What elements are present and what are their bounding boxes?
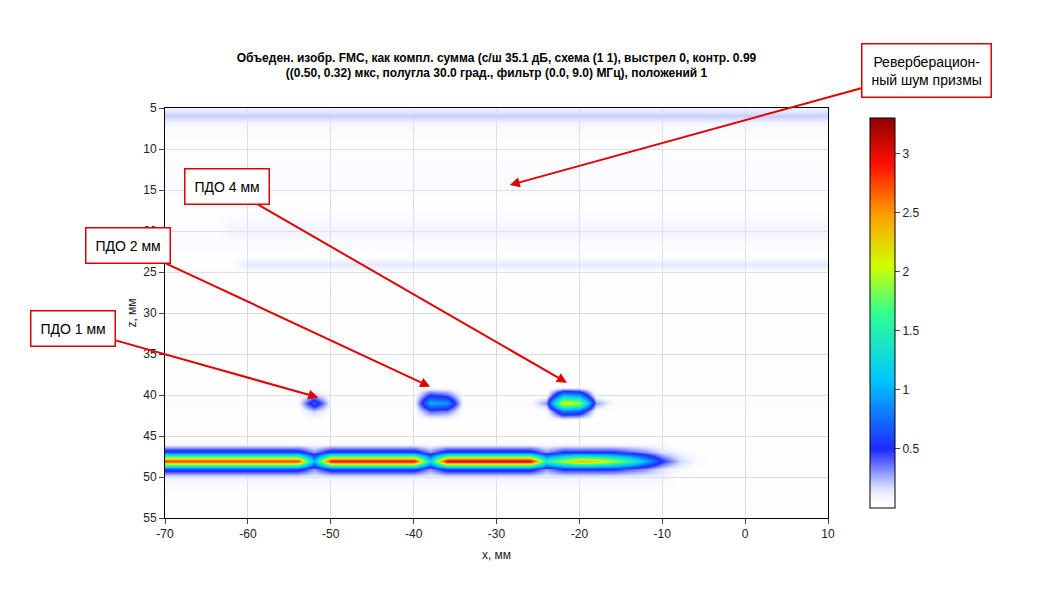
svg-text:2: 2 bbox=[902, 265, 909, 279]
svg-text:ПДО 2 мм: ПДО 2 мм bbox=[96, 238, 161, 254]
svg-text:-60: -60 bbox=[239, 527, 257, 541]
svg-text:0: 0 bbox=[742, 527, 749, 541]
svg-text:3: 3 bbox=[902, 147, 909, 161]
svg-text:ПДО 4 мм: ПДО 4 мм bbox=[195, 179, 260, 195]
svg-text:2.5: 2.5 bbox=[902, 206, 919, 220]
svg-text:-30: -30 bbox=[488, 527, 506, 541]
svg-text:10: 10 bbox=[143, 142, 157, 156]
svg-text:0.5: 0.5 bbox=[902, 442, 919, 456]
svg-text:55: 55 bbox=[143, 511, 157, 525]
svg-text:50: 50 bbox=[143, 470, 157, 484]
svg-text:Реверберацион-ный шум призмы: Реверберацион-ный шум призмы bbox=[872, 54, 982, 88]
svg-text:40: 40 bbox=[143, 388, 157, 402]
svg-text:-40: -40 bbox=[405, 527, 423, 541]
svg-text:1.5: 1.5 bbox=[902, 324, 919, 338]
svg-text:Объеден. изобр. FMC, как компл: Объеден. изобр. FMC, как компл. сумма (с… bbox=[237, 51, 757, 81]
svg-text:-20: -20 bbox=[571, 527, 589, 541]
svg-text:ПДО 1 мм: ПДО 1 мм bbox=[41, 321, 106, 337]
svg-text:25: 25 bbox=[143, 265, 157, 279]
svg-text:35: 35 bbox=[143, 347, 157, 361]
svg-text:-50: -50 bbox=[322, 527, 340, 541]
svg-text:45: 45 bbox=[143, 429, 157, 443]
svg-text:-10: -10 bbox=[654, 527, 672, 541]
svg-text:x, мм: x, мм bbox=[482, 548, 511, 562]
svg-text:10: 10 bbox=[821, 527, 835, 541]
svg-text:15: 15 bbox=[143, 183, 157, 197]
svg-text:30: 30 bbox=[143, 306, 157, 320]
svg-text:5: 5 bbox=[150, 101, 157, 115]
svg-text:20: 20 bbox=[143, 224, 157, 238]
svg-text:z, мм: z, мм bbox=[125, 298, 139, 327]
svg-text:-70: -70 bbox=[156, 527, 174, 541]
svg-text:1: 1 bbox=[902, 383, 909, 397]
